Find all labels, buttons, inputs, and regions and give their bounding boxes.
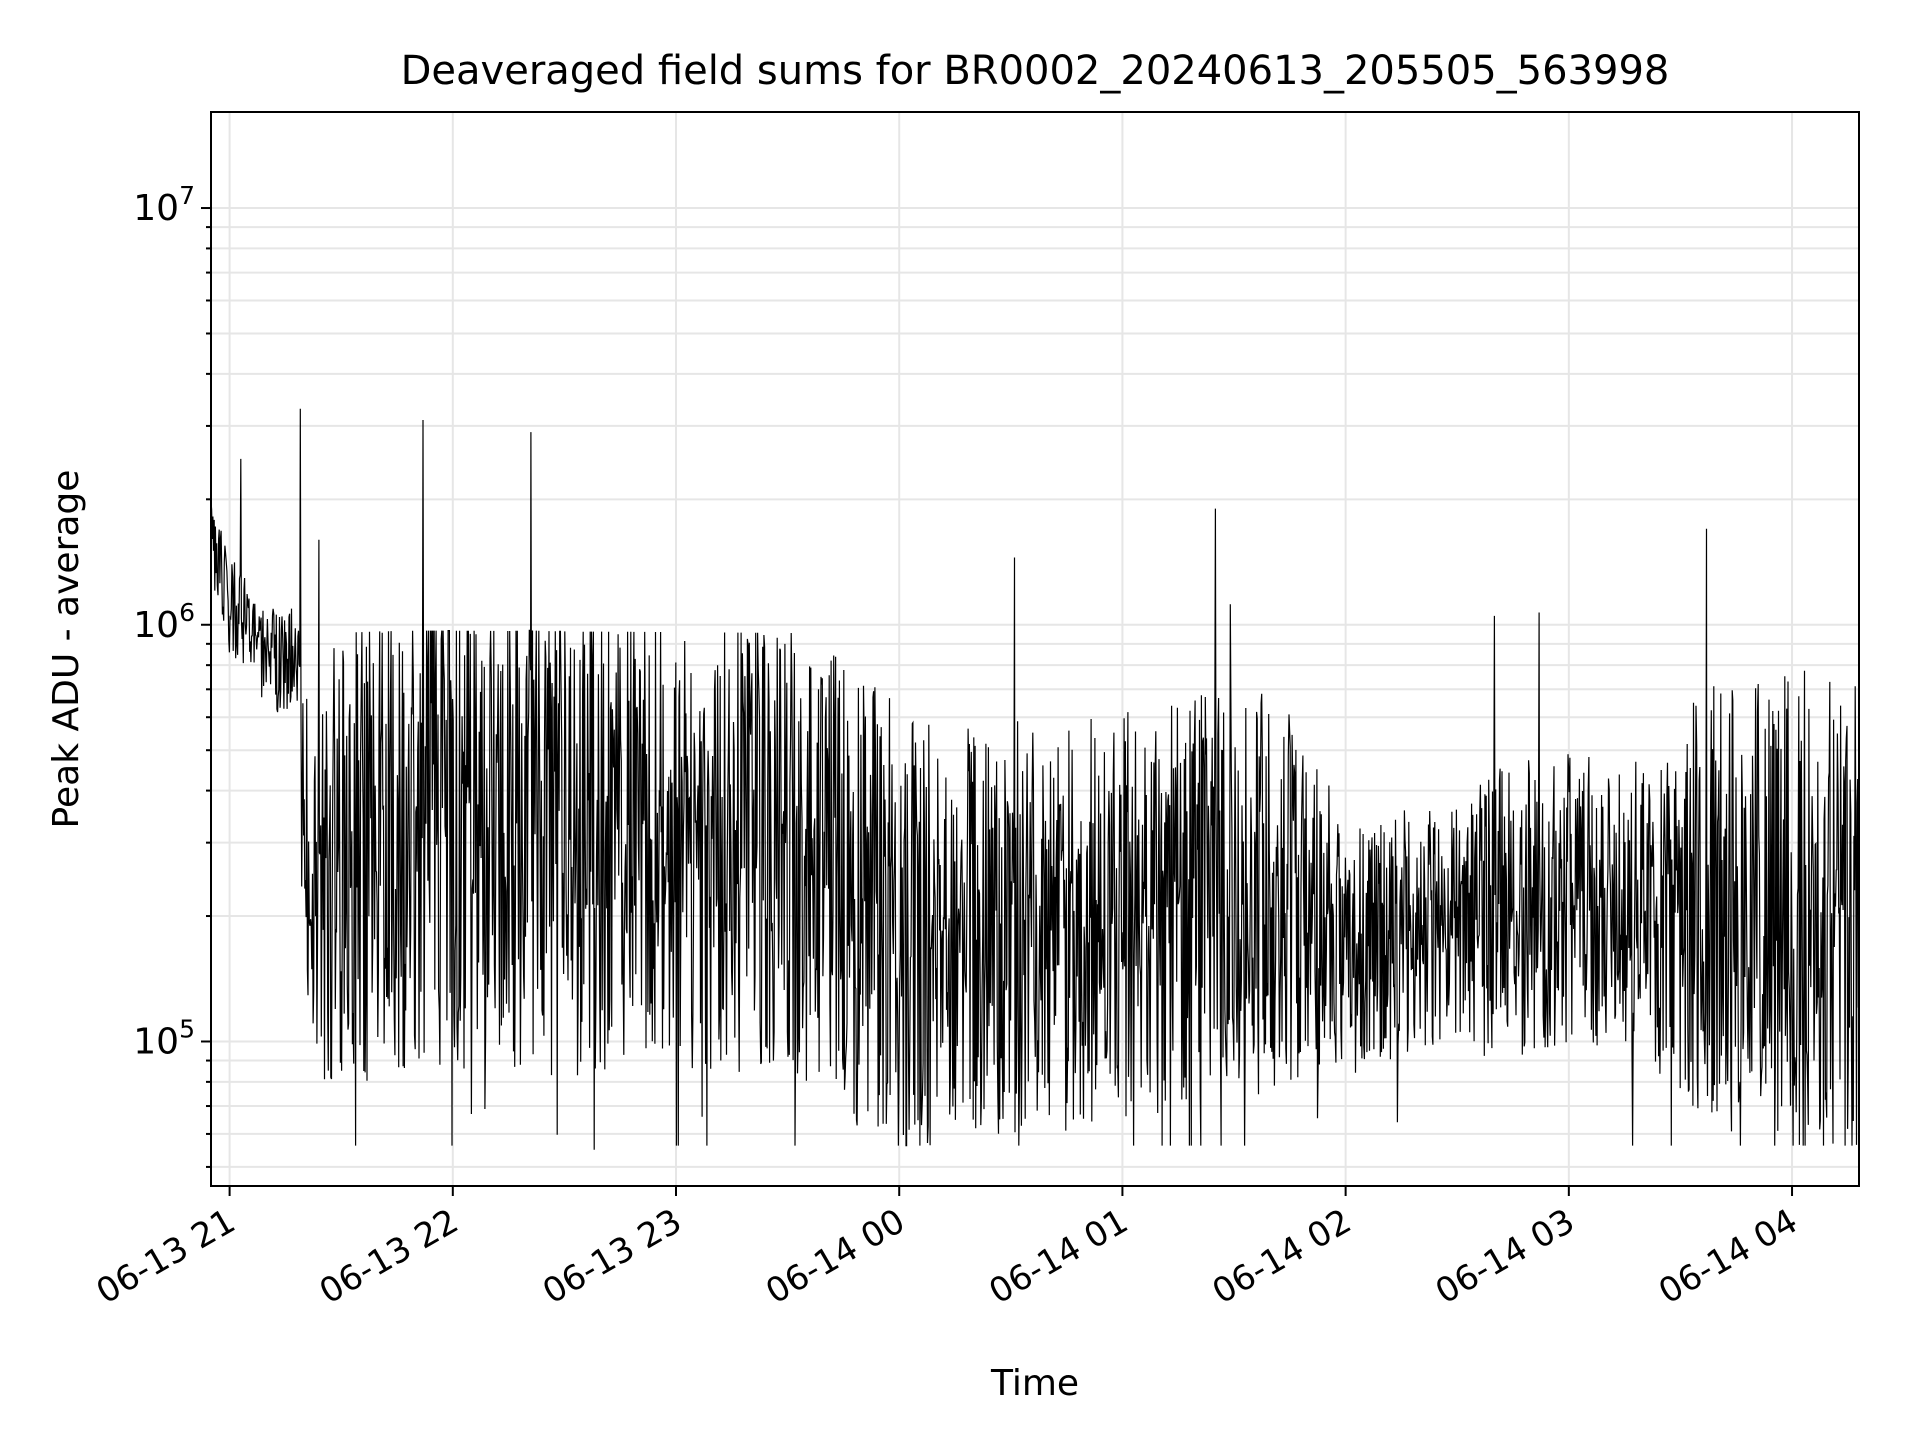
y-tick-label: 105 — [133, 1014, 195, 1062]
x-axis-label: Time — [990, 1363, 1079, 1404]
chart-title: Deaveraged field sums for BR0002_2024061… — [401, 48, 1670, 94]
y-axis-label: Peak ADU - average — [46, 470, 87, 829]
plot-series — [211, 408, 1859, 1150]
series-line — [211, 408, 1859, 1150]
y-tick-label: 107 — [133, 181, 195, 229]
y-tick-label: 106 — [133, 598, 195, 646]
plot-frame — [210, 111, 1860, 1187]
